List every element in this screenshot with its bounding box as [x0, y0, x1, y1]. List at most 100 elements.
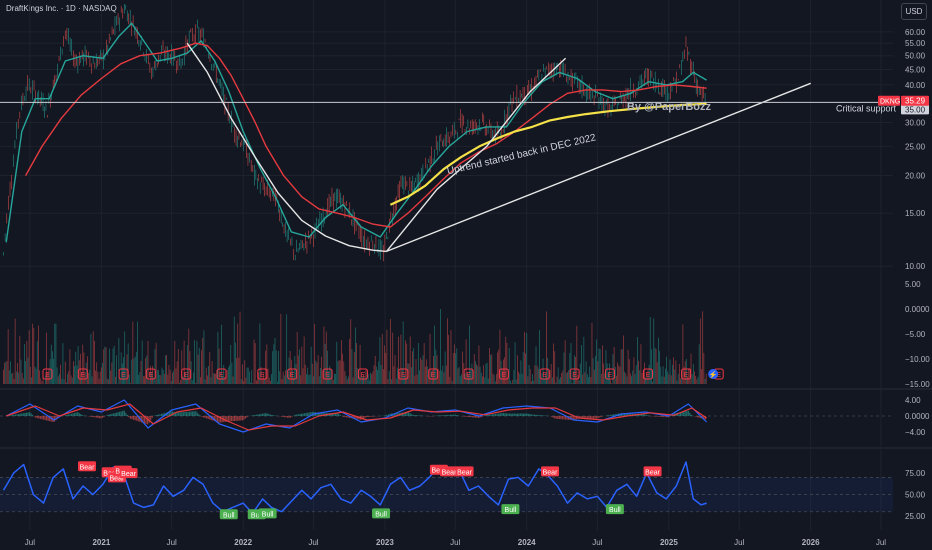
earnings-marker-box: [643, 368, 654, 380]
price-tick-label: 20.00: [905, 172, 926, 181]
price-tick-label: 40.00: [905, 81, 926, 90]
x-tick-label: 2021: [92, 538, 110, 547]
series-trend-channel: [385, 57, 567, 252]
series-rounded-bottom-curve: [186, 42, 387, 253]
critical-support-label: Critical support: [836, 103, 897, 113]
x-tick-label: 2025: [660, 538, 678, 547]
earnings-marker: E: [684, 372, 689, 379]
volume-tick-label: −15.00: [905, 380, 930, 389]
x-tick-label: Jul: [25, 538, 35, 547]
rsi-tick-label: 25.00: [905, 512, 926, 521]
earnings-marker-box: [569, 368, 580, 380]
x-tick-label: Jul: [167, 538, 177, 547]
volume-tick-label: −10.00: [905, 355, 930, 364]
series-long-ma: [389, 102, 707, 206]
price-tick-label: 25.00: [905, 142, 926, 151]
earnings-marker: E: [45, 372, 50, 379]
earnings-marker-box: [357, 368, 368, 380]
earnings-marker: E: [121, 372, 126, 379]
axes: Jul 2021 Jul 2022 Jul 2023 Jul 2024 Jul 2025 Jul 20…: [25, 28, 930, 547]
rsi-tick-label: 50.00: [905, 491, 926, 500]
x-tick-label: Jul: [450, 538, 460, 547]
earnings-marker-box: [145, 368, 156, 380]
earnings-marker-box: [42, 368, 53, 380]
earnings-marker: E: [148, 372, 153, 379]
dividend-marker-bg: [708, 369, 719, 379]
ticker-tag-bg: [878, 95, 900, 106]
bear-marker: Bear: [80, 464, 95, 471]
macd-tick-label: −4.00: [905, 428, 926, 437]
earnings-marker: E: [716, 372, 721, 379]
earnings-marker: E: [184, 372, 189, 379]
price-tick-label: 60.00: [905, 28, 926, 37]
bull-marker: Bull: [505, 507, 517, 514]
earnings-marker-box: [322, 368, 333, 380]
earnings-marker-box: [398, 368, 409, 380]
earnings-marker-box: [463, 368, 474, 380]
price-panel[interactable]: Critical support Uptrend started back in …: [0, 3, 897, 262]
bear-marker: Bear: [432, 468, 447, 475]
bull-marker-bg: [219, 509, 238, 520]
earnings-marker: E: [361, 372, 366, 379]
earnings-marker: E: [646, 372, 651, 379]
earnings-marker: E: [431, 372, 436, 379]
ticker-tag: DKNG: [880, 98, 900, 105]
earnings-marker-box: [681, 368, 692, 380]
earnings-marker: E: [608, 372, 613, 379]
series-uptrend-line: [386, 82, 811, 253]
x-tick-label: 2023: [376, 538, 394, 547]
rsi-tick-label: 75.00: [905, 469, 926, 478]
volume-tick-label: −5.00: [905, 330, 926, 339]
macd-tick-label: 4.00: [905, 396, 921, 405]
macd-line: [5, 399, 708, 433]
earnings-marker: E: [81, 372, 86, 379]
chart-title: DraftKings Inc. · 1D · NASDAQ: [6, 4, 117, 13]
bear-marker-bg: [78, 461, 97, 472]
earnings-marker: E: [219, 372, 224, 379]
bull-marker: Bull: [609, 507, 621, 514]
volume-tick-label: 0.0000: [905, 305, 930, 314]
x-tick-label: 2022: [234, 538, 252, 547]
earnings-marker-box: [181, 368, 192, 380]
earnings-marker: E: [260, 372, 265, 379]
last-price-tag: 35.29: [905, 96, 926, 105]
earnings-marker-box: [77, 368, 88, 380]
volume-panel[interactable]: E E E E E E E E E E E E E E E E E E E E⚡: [3, 309, 724, 384]
trend-annotation: Uptrend started back in DEC 2022: [446, 132, 597, 177]
volume-tick-label: 5.00: [905, 280, 921, 289]
x-tick-label: 2026: [802, 538, 820, 547]
x-tick-label: 2024: [518, 538, 536, 547]
currency-button[interactable]: USD: [901, 3, 927, 20]
earnings-marker: E: [290, 372, 295, 379]
rsi-panel[interactable]: BearBearBearBearBearBullBullBullBullBear…: [0, 461, 893, 520]
price-tick-label: 30.00: [905, 119, 926, 128]
last-price-tag-bg: [901, 95, 929, 106]
series-slow-ma: [24, 42, 707, 228]
bear-marker: Bear: [543, 469, 558, 476]
bull-marker: Bull: [251, 512, 263, 519]
earnings-marker-box: [216, 368, 227, 380]
earnings-marker: E: [572, 372, 577, 379]
bull-marker-bg: [605, 504, 624, 515]
bear-marker: Bear: [121, 471, 136, 478]
watermark-annotation: By @PaperBozz: [627, 101, 712, 113]
support-price-tag: 35.00: [905, 105, 926, 114]
earnings-marker: E: [325, 372, 330, 379]
macd-panel[interactable]: [0, 399, 893, 433]
earnings-marker-box: [257, 368, 268, 380]
price-tick-label: 15.00: [905, 209, 926, 218]
series-fast-ma: [5, 22, 707, 243]
dividend-marker: ⚡: [709, 370, 718, 379]
earnings-marker: E: [502, 372, 507, 379]
bear-marker-bg: [541, 466, 560, 477]
earnings-marker-box: [428, 368, 439, 380]
earnings-marker-box: [498, 368, 509, 380]
macd-tick-label: 0.0000: [905, 412, 930, 421]
bull-marker: Bull: [223, 512, 235, 519]
bear-marker-bg: [455, 466, 474, 477]
grid: [0, 0, 932, 530]
earnings-marker-box: [604, 368, 615, 380]
earnings-marker: E: [466, 372, 471, 379]
earnings-marker: E: [542, 372, 547, 379]
